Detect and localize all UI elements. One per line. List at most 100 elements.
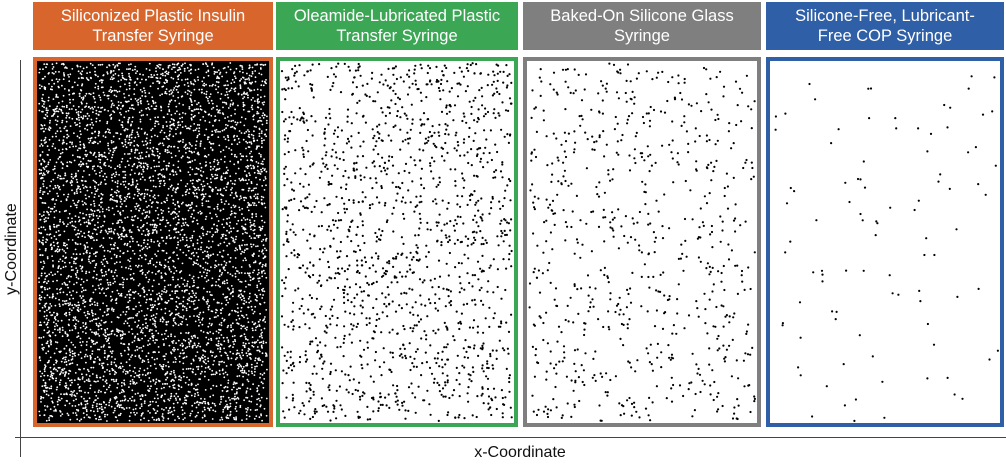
particle [232, 352, 235, 355]
particle [73, 379, 76, 382]
particle [239, 87, 242, 90]
particle [128, 94, 130, 97]
particle [58, 303, 61, 306]
particle [155, 185, 157, 188]
particle [121, 203, 123, 205]
particle [77, 403, 80, 406]
particle [150, 206, 153, 208]
particle [139, 178, 142, 181]
particle [167, 165, 170, 167]
particle [96, 233, 98, 236]
particle [79, 223, 82, 226]
particle [84, 95, 87, 97]
particle [233, 88, 236, 91]
particle [241, 314, 243, 317]
particle [105, 314, 108, 316]
particle [233, 334, 236, 337]
particle [208, 206, 211, 208]
particle [202, 349, 205, 351]
particle [157, 194, 160, 197]
particle [77, 353, 80, 356]
particle [163, 288, 166, 290]
particle [77, 116, 80, 119]
particle [67, 302, 69, 305]
particle [112, 173, 115, 175]
particle [186, 395, 189, 398]
particle [245, 418, 248, 420]
particle [157, 213, 160, 216]
particle [160, 365, 163, 368]
particle [94, 266, 96, 269]
particle [60, 63, 63, 65]
particle [72, 412, 75, 414]
particle [112, 110, 114, 112]
particle [181, 345, 184, 348]
particle [210, 284, 213, 287]
particle [82, 67, 85, 70]
particle [215, 228, 218, 230]
particle [170, 145, 173, 148]
particle [245, 414, 248, 417]
particle [102, 74, 105, 76]
particle [134, 290, 137, 293]
particle [189, 179, 192, 182]
particle [244, 118, 247, 120]
particle [47, 99, 50, 102]
particle [253, 89, 256, 91]
particle [216, 108, 219, 111]
particle [165, 219, 168, 222]
particle [114, 416, 117, 418]
particle [146, 214, 148, 217]
particle [251, 321, 254, 323]
particle [144, 131, 146, 134]
particle [218, 109, 221, 112]
particle [221, 317, 224, 320]
particle [196, 337, 199, 339]
particle [95, 405, 98, 408]
particle [236, 248, 239, 251]
particle [232, 266, 235, 268]
particle [67, 414, 70, 417]
particle [220, 237, 223, 239]
particle [219, 150, 222, 153]
particle [172, 278, 175, 281]
particle [60, 319, 63, 322]
particle [165, 135, 168, 138]
particle [174, 266, 177, 269]
particle [203, 361, 206, 364]
particle [122, 145, 125, 148]
particle [258, 280, 260, 283]
particle [134, 98, 137, 100]
particle [167, 187, 170, 190]
particle [143, 192, 146, 195]
particle [77, 77, 80, 80]
particle [163, 279, 166, 282]
particle [135, 382, 138, 384]
particle [250, 141, 252, 143]
particle [203, 398, 206, 400]
particle [143, 87, 145, 89]
particle [226, 134, 229, 137]
particle [195, 205, 198, 208]
particle [185, 355, 188, 358]
particle [152, 102, 155, 105]
particle [207, 70, 210, 73]
particle [174, 361, 177, 363]
particle [261, 347, 263, 349]
particle [241, 371, 244, 374]
particle [206, 138, 209, 141]
particle [146, 193, 149, 196]
particle [66, 133, 69, 136]
particle [116, 194, 118, 197]
particle [162, 144, 165, 147]
particle [216, 337, 218, 340]
particle [56, 120, 59, 122]
particle [257, 269, 260, 271]
particle [151, 356, 154, 359]
particle [74, 327, 77, 330]
particle [251, 308, 254, 311]
particle [75, 172, 77, 175]
particle [55, 361, 58, 364]
particle [94, 288, 97, 291]
particle [105, 305, 108, 307]
